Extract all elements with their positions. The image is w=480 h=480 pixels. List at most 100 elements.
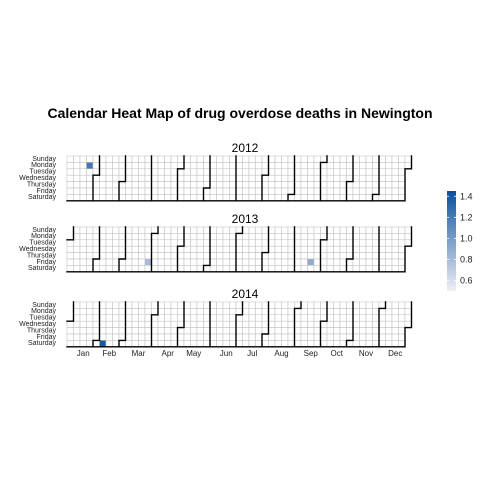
day-cell-2012-08-15 (274, 174, 282, 182)
day-cell-2014-07-18 (248, 333, 256, 341)
day-cell-2012-10-22 (339, 162, 347, 170)
day-cell-2013-08-17 (274, 265, 282, 273)
day-cell-2012-04-22 (170, 155, 178, 163)
day-cell-2012-01-05 (66, 181, 74, 189)
day-cell-2014-02-06 (99, 327, 107, 335)
day-cell-2013-01-20 (86, 226, 94, 234)
day-cell-2012-06-10 (216, 155, 224, 163)
day-cell-2012-09-11 (300, 168, 308, 176)
day-cell-2012-02-03 (92, 187, 100, 195)
day-cell-2014-03-02 (125, 301, 133, 309)
day-cell-2014-02-28 (118, 333, 126, 341)
day-cell-2013-09-19 (307, 252, 315, 260)
day-cell-2014-08-30 (287, 340, 295, 348)
day-cell-2012-04-27 (170, 187, 178, 195)
day-cell-2012-07-01 (235, 155, 243, 163)
day-cell-2014-12-11 (385, 327, 393, 335)
day-cell-2014-07-12 (242, 340, 250, 348)
day-cell-2014-09-12 (300, 333, 308, 341)
day-cell-2013-08-15 (274, 252, 282, 260)
day-cell-2014-01-24 (86, 333, 94, 341)
day-cell-2013-01-27 (92, 226, 100, 234)
day-cell-2012-12-23 (398, 155, 406, 163)
day-cell-2014-11-03 (352, 308, 360, 316)
day-cell-2012-04-18 (164, 174, 172, 182)
day-cell-2012-06-11 (216, 162, 224, 170)
day-cell-2014-10-12 (333, 301, 341, 309)
day-cell-2013-01-04 (66, 258, 74, 266)
day-cell-2013-10-28 (346, 233, 354, 241)
day-cell-2012-11-16 (359, 187, 367, 195)
day-cell-2012-03-01 (118, 181, 126, 189)
day-cell-2012-07-20 (248, 187, 256, 195)
day-cell-2014-04-12 (157, 340, 165, 348)
day-cell-2013-10-06 (326, 226, 334, 234)
day-cell-2012-10-19 (333, 187, 341, 195)
day-cell-2014-07-23 (255, 320, 263, 328)
day-cell-2013-02-03 (99, 226, 107, 234)
day-cell-2013-05-30 (203, 252, 211, 260)
day-cell-2012-07-03 (235, 168, 243, 176)
day-cell-2012-05-09 (183, 174, 191, 182)
day-cell-2012-10-29 (346, 162, 354, 170)
day-cell-2012-02-25 (112, 194, 120, 202)
day-cell-2013-08-27 (287, 239, 295, 247)
day-cell-2014-02-14 (105, 333, 113, 341)
day-cell-2012-04-08 (157, 155, 165, 163)
day-cell-2014-01-01 (66, 320, 74, 328)
day-cell-2012-09-06 (294, 181, 302, 189)
day-cell-2013-07-23 (255, 239, 263, 247)
day-cell-2013-08-04 (268, 226, 276, 234)
day-cell-2012-04-13 (157, 187, 165, 195)
day-cell-2013-10-04 (320, 258, 328, 266)
day-cell-2012-02-02 (92, 181, 100, 189)
day-cell-2012-03-26 (144, 162, 152, 170)
day-cell-2014-10-20 (339, 308, 347, 316)
day-cell-2014-03-10 (131, 308, 139, 316)
day-cell-2014-04-13 (164, 301, 172, 309)
day-cell-2014-03-01 (118, 340, 126, 348)
day-cell-2014-12-16 (391, 314, 399, 322)
day-cell-2014-11-16 (365, 301, 373, 309)
day-cell-2012-06-15 (216, 187, 224, 195)
day-cell-2013-11-03 (352, 226, 360, 234)
day-cell-2012-07-17 (248, 168, 256, 176)
day-cell-2012-12-08 (378, 194, 386, 202)
day-cell-2012-11-11 (359, 155, 367, 163)
day-cell-2012-12-28 (398, 187, 406, 195)
day-cell-2014-09-14 (307, 301, 315, 309)
day-cell-2014-06-01 (209, 301, 217, 309)
day-cell-2013-03-27 (144, 245, 152, 253)
day-cell-2012-12-15 (385, 194, 393, 202)
day-cell-2013-03-14 (131, 252, 139, 260)
day-cell-2013-12-06 (378, 258, 386, 266)
day-cell-2014-01-08 (73, 320, 81, 328)
day-cell-2013-01-02 (66, 245, 74, 253)
day-cell-2012-04-21 (164, 194, 172, 202)
day-cell-2014-06-22 (229, 301, 237, 309)
month-label-nov: Nov (359, 349, 373, 358)
day-cell-2012-12-19 (391, 174, 399, 182)
day-cell-2014-08-14 (274, 327, 282, 335)
day-cell-2012-01-15 (79, 155, 87, 163)
day-cell-2012-11-28 (372, 174, 380, 182)
day-cell-2012-03-04 (125, 155, 133, 163)
day-cell-2014-05-02 (177, 333, 185, 341)
day-cell-2012-06-23 (222, 194, 230, 202)
day-cell-2012-05-22 (196, 168, 204, 176)
day-cell-2012-01-24 (86, 168, 94, 176)
day-cell-2013-10-08 (326, 239, 334, 247)
panel-2014: 2014 SundayMondayTuesdayWednesdayThursda… (19, 287, 413, 348)
day-cell-2013-09-03 (294, 239, 302, 247)
day-cell-2014-07-27 (261, 301, 269, 309)
day-cell-2014-06-05 (209, 327, 217, 335)
day-cell-2012-01-04 (66, 174, 74, 182)
day-cell-2014-05-21 (196, 320, 204, 328)
day-cell-2013-12-18 (391, 245, 399, 253)
day-cell-2013-08-02 (261, 258, 269, 266)
day-cell-2012-05-02 (177, 174, 185, 182)
day-cell-2014-02-15 (105, 340, 113, 348)
day-cell-2013-05-21 (196, 239, 204, 247)
day-cell-2012-12-14 (385, 187, 393, 195)
day-cell-2013-10-25 (339, 258, 347, 266)
